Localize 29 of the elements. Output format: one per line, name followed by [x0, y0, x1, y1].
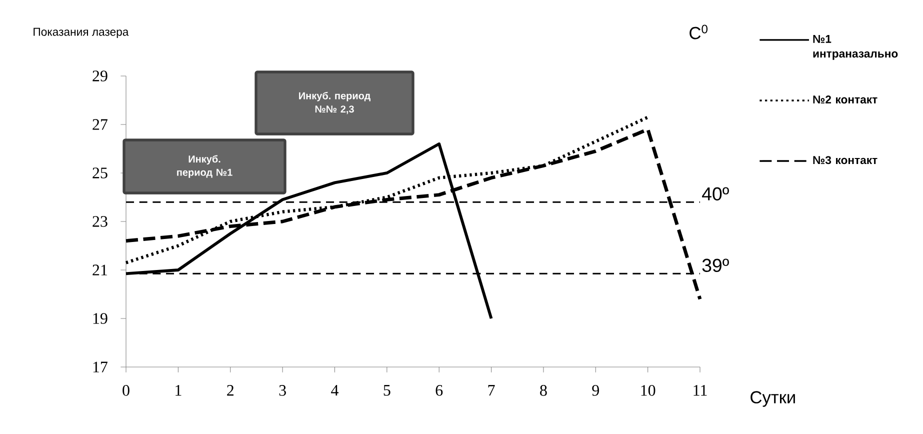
y-axis-title: Показания лазера — [34, 28, 129, 38]
x-tick-label: 7 — [488, 385, 495, 396]
y-tick-label: 17 — [93, 362, 108, 372]
x-tick-label: 8 — [540, 385, 547, 396]
annotation: 40º — [702, 187, 729, 200]
annotation: Инкуб. период №1 — [177, 155, 232, 178]
x-tick-label: 5 — [384, 385, 390, 396]
x-axis-title: Сутки — [750, 391, 795, 407]
x-tick-label: 4 — [331, 385, 338, 396]
y-tick-label: 25 — [92, 168, 108, 178]
x-tick-label: 3 — [279, 385, 286, 396]
legend-label: №3 контакт — [813, 156, 878, 164]
legend-label: №1 интраназально — [813, 35, 898, 60]
y-tick-label: 27 — [92, 119, 108, 130]
annotation: 39º — [702, 258, 729, 272]
x-tick-label: 1 — [176, 385, 182, 396]
y-tick-label: 19 — [93, 313, 108, 324]
legend-label: №2 контакт — [813, 96, 878, 104]
x-tick-label: 10 — [641, 385, 656, 396]
y-tick-label: 23 — [92, 216, 108, 227]
x-tick-label: 9 — [592, 385, 599, 396]
x-tick-label: 6 — [436, 385, 443, 396]
text: С$^{0}$ — [690, 24, 708, 40]
x-tick-label: 0 — [122, 385, 130, 396]
y-tick-label: 29 — [92, 70, 108, 82]
x-tick-label: 2 — [227, 385, 234, 396]
y-tick-label: 21 — [92, 264, 108, 276]
x-tick-label: 11 — [694, 385, 707, 396]
annotation: Инкуб. период №№ 2,3 — [299, 92, 370, 114]
